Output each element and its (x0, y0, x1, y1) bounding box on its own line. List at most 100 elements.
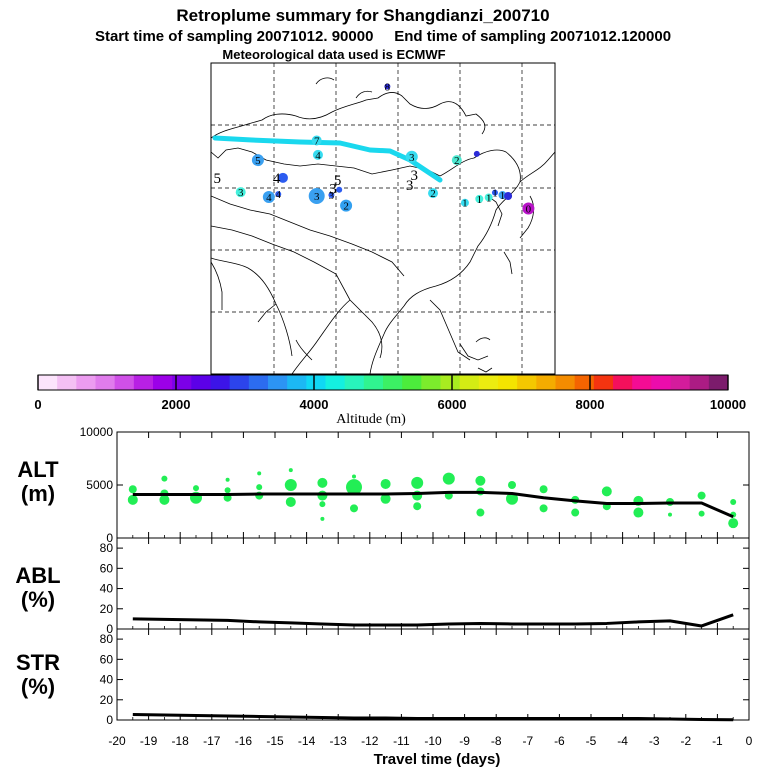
panel-frame (116, 537, 750, 630)
map-marker-label: 0 (526, 203, 532, 215)
colorbar-swatch (191, 375, 211, 390)
colorbar-swatch (153, 375, 173, 390)
altitude-point (571, 508, 580, 517)
panel-1: 0 20 40 60 80 ABL (%) (15, 537, 750, 636)
x-tick-label: -12 (361, 734, 379, 748)
x-tick-label: -20 (108, 734, 126, 748)
y-tick-label: 0 (106, 531, 113, 545)
altitude-point (668, 512, 672, 517)
y-tick-label: 20 (100, 602, 114, 616)
y-tick-label: 80 (100, 632, 114, 646)
colorbar-swatch (498, 375, 518, 390)
map-marker-label: 8 (385, 81, 391, 93)
map-marker (277, 172, 288, 183)
colorbar-swatch (306, 375, 326, 390)
map-marker (473, 150, 480, 157)
map-marker (340, 199, 353, 212)
colorbar-tick-label: 10000 (710, 397, 746, 412)
map-day-number: 3 (329, 181, 337, 197)
altitude-point (346, 479, 362, 496)
altitude-point (380, 493, 391, 504)
colorbar-swatch (95, 375, 116, 390)
map-marker (275, 191, 282, 198)
x-tick-label: -13 (330, 734, 348, 748)
figure-subtitle: Start time of sampling 20071012. 90000 E… (95, 28, 671, 45)
colorbar-swatch (363, 375, 384, 390)
map-marker (312, 149, 323, 160)
panel-frame (116, 628, 750, 721)
colorbar-swatch (287, 375, 307, 390)
altitude-point (730, 498, 737, 505)
colorbar-swatch (670, 375, 691, 390)
map-day-number: 3 (406, 178, 414, 194)
altitude-point (352, 474, 356, 479)
altitude-point (350, 504, 358, 513)
map-marker (475, 194, 484, 203)
altitude-point (193, 485, 199, 492)
altitude-point (285, 496, 296, 507)
colorbar-swatch (708, 375, 729, 390)
altitude-point (288, 468, 293, 473)
x-tick-label: -7 (522, 734, 533, 748)
colorbar-swatch (421, 375, 441, 390)
y-tick-label: 40 (100, 673, 114, 687)
series-line (132, 613, 734, 628)
altitude-point (224, 487, 231, 494)
altitude-point (698, 510, 705, 517)
altitude-point (475, 475, 486, 486)
altitude-point (539, 485, 548, 494)
colorbar-swatch (229, 375, 250, 390)
colorbar-swatch (440, 375, 461, 390)
altitude-point (442, 472, 455, 485)
y-tick-label: 10000 (80, 425, 114, 439)
map-marker-label: 1 (500, 190, 506, 202)
colorbar-swatch (555, 375, 576, 390)
colorbar-swatch (38, 375, 58, 390)
map-marker-label: 3 (314, 191, 320, 203)
x-tick-label: -15 (266, 734, 284, 748)
panel-0: 0 5000 10000 ALT (m) (17, 425, 750, 545)
map-marker (484, 193, 493, 202)
map-marker-label: 7 (314, 136, 320, 148)
colorbar-xlabel: Altitude (m) (336, 412, 406, 427)
altitude-point (411, 476, 424, 489)
altitude-point (161, 475, 168, 482)
y-tick-label: 60 (100, 652, 114, 666)
colorbar-swatch (383, 375, 403, 390)
map-frame (210, 62, 556, 375)
map-marker (451, 155, 462, 166)
x-tick-label: -5 (586, 734, 597, 748)
map-marker-label: 1 (492, 188, 498, 200)
colorbar-swatch (114, 375, 135, 390)
map-marker-label: 4 (266, 192, 272, 204)
colorbar-swatch (325, 375, 346, 390)
x-tick-label: -4 (617, 734, 628, 748)
altitude-point (633, 507, 644, 518)
map-marker-label: 3 (409, 152, 415, 164)
altitude-point (413, 502, 422, 511)
altitude-point (317, 490, 328, 501)
x-tick-label: -17 (203, 734, 221, 748)
panel-2: 0 20 40 60 80 STR (%) (16, 628, 750, 727)
map-day-number: 4 (273, 171, 281, 187)
altitude-point (539, 504, 548, 513)
altitude-point (159, 494, 170, 505)
colorbar-tick-label: 8000 (576, 397, 605, 412)
map-marker (336, 186, 343, 193)
altitude-point (697, 491, 706, 500)
altitude-point (319, 501, 326, 508)
map-marker (262, 190, 275, 203)
colorbar-swatch (344, 375, 365, 390)
colorbar-swatch (536, 375, 556, 390)
y-tick-label: 40 (100, 582, 114, 596)
colorbar-swatch (651, 375, 671, 390)
map-marker (384, 83, 391, 90)
altitude-point (257, 471, 262, 476)
y-tick-label: 0 (106, 622, 113, 636)
altitude-point (508, 481, 516, 489)
map-day-number: 5 (334, 173, 342, 189)
colorbar-tick-label: 2000 (162, 397, 191, 412)
altitude-point (506, 492, 518, 505)
